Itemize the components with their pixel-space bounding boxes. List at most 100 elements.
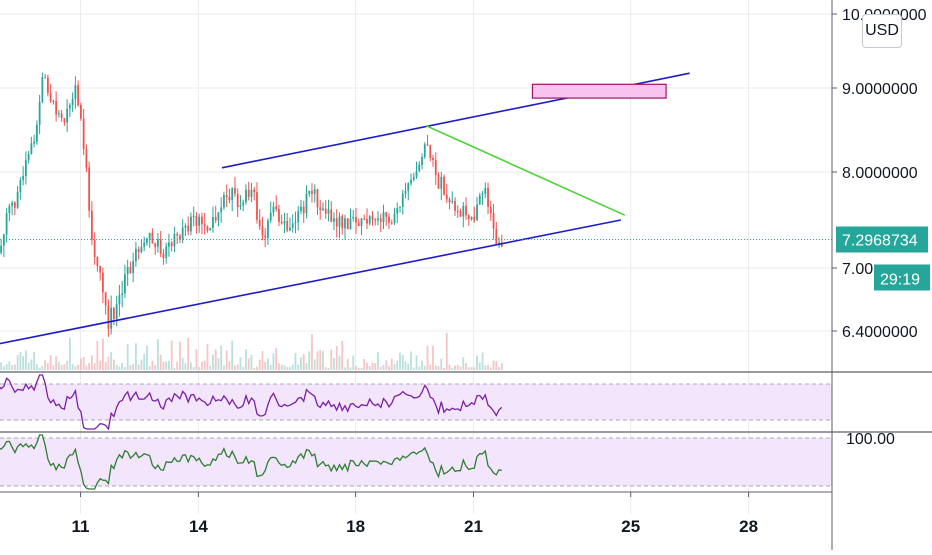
volume-bar [52,365,55,370]
volume-bar [5,364,8,370]
volume-bar [154,365,157,370]
candle-body [143,242,146,247]
candle-body [250,189,253,197]
volume-bar [426,345,429,370]
volume-bar [85,365,88,370]
volume-bar [421,360,423,370]
candle-body [313,189,316,194]
candle-body [217,212,220,221]
candle-body [176,234,179,236]
volume-bar [352,355,355,370]
volume-bar [209,365,212,370]
volume-bar [404,361,407,370]
candle-body [63,118,66,123]
candle-body [286,221,289,231]
candle-body [462,205,465,217]
volume-bar [184,363,187,370]
candles [0,72,503,337]
volume-bar [99,360,102,370]
candle-body [404,190,407,194]
grid [0,0,832,514]
candle-body [151,232,154,244]
candle-body [390,222,393,224]
candle-body [333,218,335,222]
time-tick-label: 28 [739,517,758,536]
volume-bar [104,361,107,370]
time-tick-label: 21 [464,517,483,536]
volume-bar [302,354,305,370]
volume-bar [280,364,283,370]
candle-body [192,215,195,217]
volume-bar [423,365,426,370]
volume-bar [140,359,143,370]
volume-bar [245,349,247,370]
candle-body [434,160,437,176]
currency-badge[interactable]: USD [862,14,902,48]
candle-body [338,216,341,227]
volume-bar [217,358,220,370]
volume-bar [489,367,492,370]
candle-body [423,144,426,157]
volume-bar [44,360,47,370]
volume-bar [242,366,245,370]
volume-bar [481,352,484,370]
candle-body [170,242,173,247]
candle-body [16,192,19,208]
candle-body [5,213,8,235]
candle-body [57,113,60,115]
volume-bar [250,354,253,370]
volume-bar [432,345,434,370]
volume-bar [258,359,261,370]
candle-body [429,145,432,158]
volume-bar [96,340,99,370]
volume-bar [90,355,93,370]
volume-bar [278,363,280,370]
candle-body [437,175,440,189]
candle-body [190,216,192,232]
stoch-axis-label: 100.00 [846,431,895,448]
volume-bar [379,366,382,370]
candle-body [107,305,110,329]
candle-body [465,205,467,216]
candle-body [184,225,187,228]
candle-body [269,212,272,221]
volume-bar [308,351,311,370]
volume-bar [118,366,121,370]
candle-body [181,227,184,240]
trendlines[interactable] [0,72,832,347]
target-zone-box [531,83,667,99]
volume-bar [363,359,366,370]
candle-body [11,202,14,206]
rsi-pane-band [0,384,832,420]
volume-bar [465,363,467,370]
volume-bar [341,340,344,370]
volume-bar [173,367,176,370]
candle-body [256,192,258,220]
candle-body [121,293,124,296]
candle-body [132,261,135,274]
volume-bar [401,354,404,370]
volume-bar [121,362,124,370]
candle-body [179,235,181,240]
candle-body [470,216,473,220]
volume-bar [355,365,357,370]
candle-body [492,212,495,229]
candle-body [388,216,390,223]
volume-bar [487,365,489,370]
candle-body [214,217,217,221]
candle-body [220,207,223,213]
candle-body [247,189,250,197]
volume-bar [93,363,96,370]
candle-body [302,206,305,214]
candle-body [212,217,214,229]
candle-body [55,101,58,115]
candle-body [432,157,434,161]
volume-bar [8,361,11,370]
last-price-tag [836,226,928,253]
candle-body [484,187,487,194]
candle-body [481,193,484,196]
candle-body [498,242,500,244]
candle-body [2,234,5,246]
volume-bar [0,362,3,370]
